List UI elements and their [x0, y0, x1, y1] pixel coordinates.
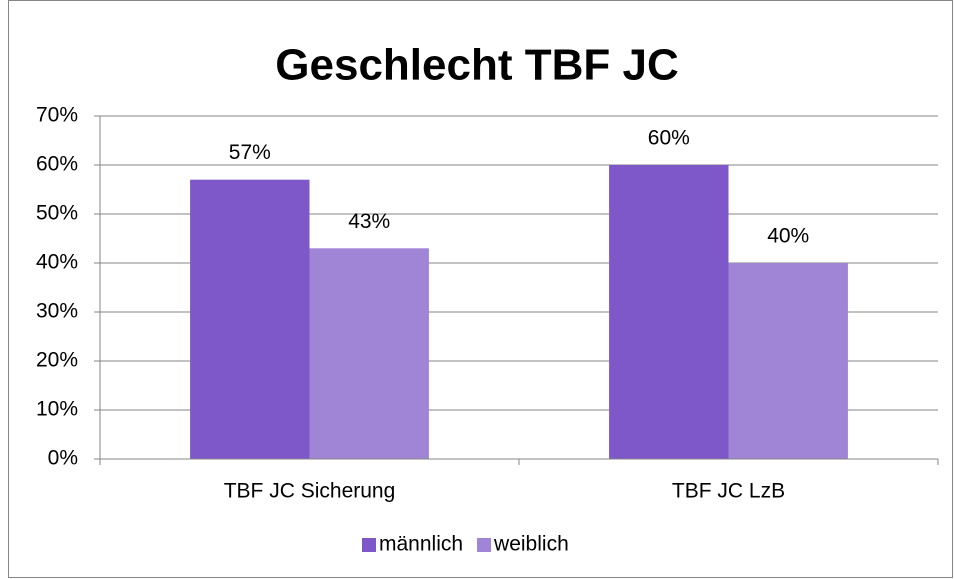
x-tick-label: TBF JC LzB [672, 480, 785, 503]
bar [609, 165, 729, 459]
y-tick-label: 20% [36, 349, 78, 372]
y-tick-label: 70% [36, 104, 78, 127]
chart-title: Geschlecht TBF JC [275, 41, 678, 90]
data-label: 40% [767, 225, 809, 248]
data-label: 43% [348, 210, 390, 233]
legend-swatch [362, 538, 376, 552]
bar [309, 248, 429, 459]
data-label: 60% [648, 127, 690, 150]
legend-label: männlich [379, 533, 463, 556]
legend-label: weiblich [493, 533, 569, 556]
y-tick-label: 30% [36, 300, 78, 323]
y-tick-label: 50% [36, 202, 78, 225]
y-tick-label: 10% [36, 398, 78, 421]
bar [190, 179, 310, 459]
data-label: 57% [229, 141, 271, 164]
y-tick-label: 40% [36, 251, 78, 274]
y-tick-label: 0% [48, 447, 78, 470]
bar [728, 263, 848, 459]
legend-swatch [477, 538, 492, 552]
y-tick-label: 60% [36, 153, 78, 176]
x-tick-label: TBF JC Sicherung [224, 480, 396, 503]
